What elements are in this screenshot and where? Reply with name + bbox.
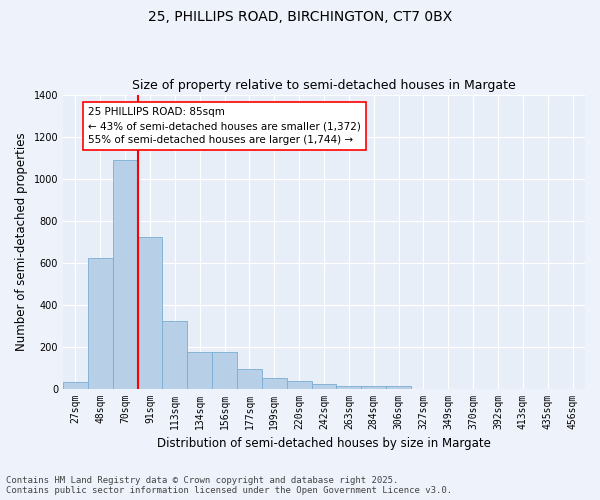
Bar [386,386,411,388]
Bar [361,386,386,388]
Text: Contains HM Land Registry data © Crown copyright and database right 2025.
Contai: Contains HM Land Registry data © Crown c… [6,476,452,495]
Y-axis label: Number of semi-detached properties: Number of semi-detached properties [15,132,28,351]
Bar [187,352,212,389]
Bar [63,382,88,388]
Bar [311,384,337,388]
Bar [88,258,113,388]
Bar [262,378,287,388]
Bar [212,352,237,389]
Bar [137,238,163,388]
Title: Size of property relative to semi-detached houses in Margate: Size of property relative to semi-detach… [132,79,516,92]
X-axis label: Distribution of semi-detached houses by size in Margate: Distribution of semi-detached houses by … [157,437,491,450]
Bar [163,322,187,388]
Bar [337,386,361,388]
Bar [113,160,137,388]
Bar [287,381,311,388]
Text: 25 PHILLIPS ROAD: 85sqm
← 43% of semi-detached houses are smaller (1,372)
55% of: 25 PHILLIPS ROAD: 85sqm ← 43% of semi-de… [88,107,361,145]
Text: 25, PHILLIPS ROAD, BIRCHINGTON, CT7 0BX: 25, PHILLIPS ROAD, BIRCHINGTON, CT7 0BX [148,10,452,24]
Bar [237,368,262,388]
